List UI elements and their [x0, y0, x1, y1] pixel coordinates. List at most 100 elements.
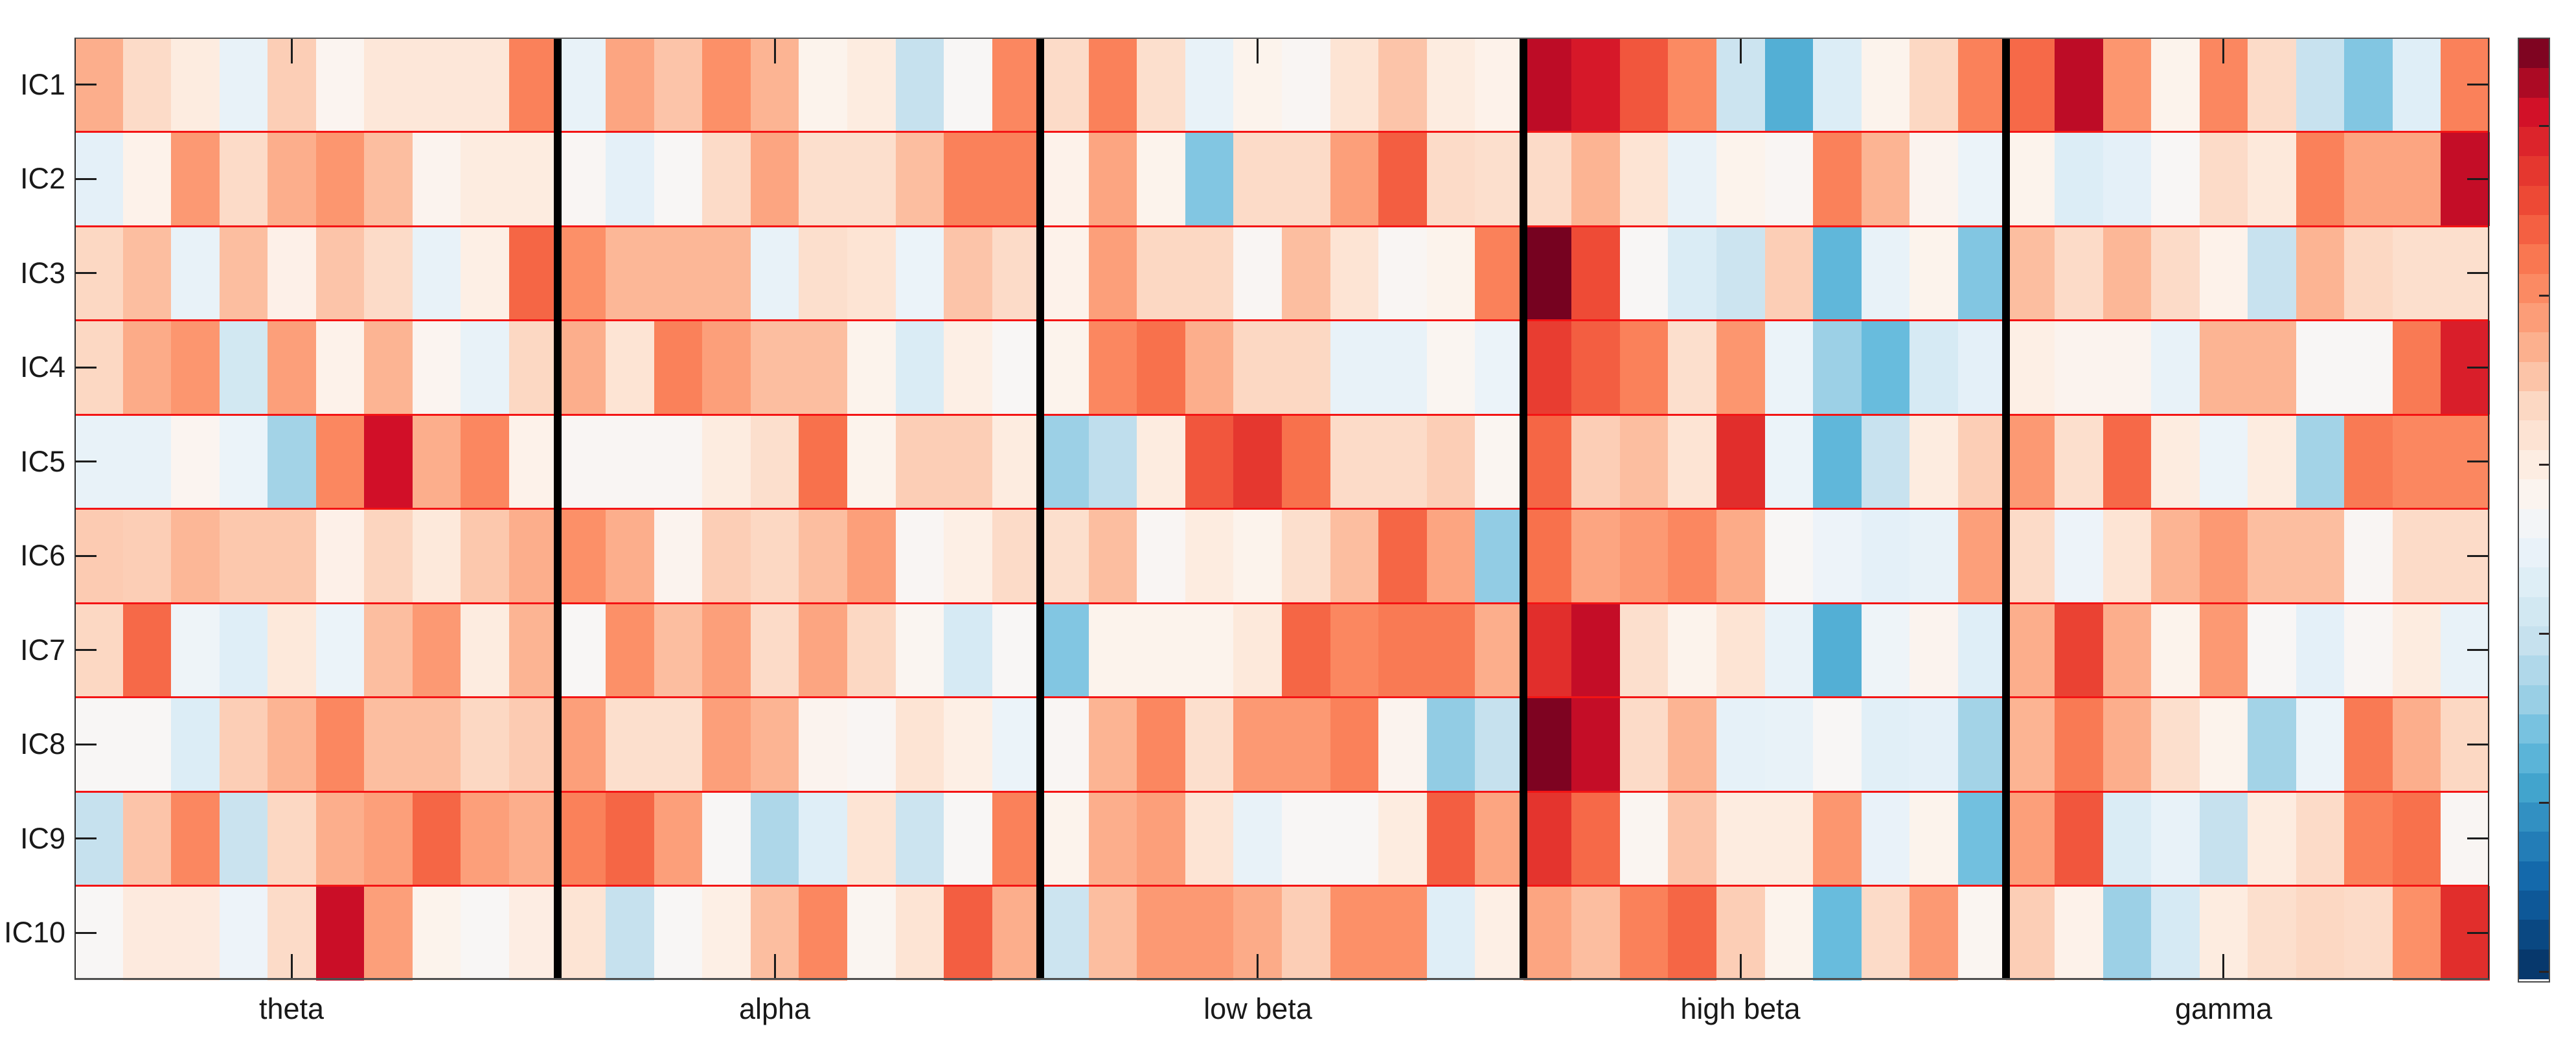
heatmap-cell: [2344, 226, 2393, 321]
heatmap-cell: [750, 226, 800, 321]
heatmap-cell: [1040, 131, 1089, 227]
heatmap-cell: [1330, 415, 1380, 510]
heatmap-cell: [2296, 131, 2345, 227]
heatmap-cell: [750, 320, 800, 415]
heatmap-cell: [1185, 38, 1235, 133]
heatmap-cell: [2054, 131, 2104, 227]
heatmap-cell: [315, 320, 365, 415]
heatmap-cell: [1185, 697, 1235, 792]
x-axis-tick-top: [1257, 38, 1259, 63]
heatmap-cell: [1861, 131, 1911, 227]
heatmap-cell: [1957, 791, 2007, 887]
heatmap-cell: [1813, 508, 1862, 604]
colorbar-tick: [2539, 971, 2549, 973]
heatmap-cell: [1426, 415, 1476, 510]
y-tick-label-ic7: IC7: [19, 633, 65, 666]
heatmap-cell: [1813, 320, 1862, 415]
heatmap-cell: [1764, 697, 1814, 792]
heatmap-cell: [1909, 791, 1959, 887]
heatmap-cell: [1088, 791, 1138, 887]
heatmap-cell: [1813, 603, 1862, 698]
heatmap-cell: [2248, 697, 2297, 792]
heatmap-cell: [364, 320, 413, 415]
heatmap-cell: [2006, 791, 2055, 887]
heatmap-cell: [557, 508, 607, 604]
colorbar-segment: [2519, 273, 2549, 304]
heatmap-cell: [799, 226, 848, 321]
heatmap-cell: [461, 415, 510, 510]
heatmap-cell: [2103, 320, 2152, 415]
heatmap-cell: [1909, 603, 1959, 698]
heatmap-cell: [557, 226, 607, 321]
heatmap-cell: [1040, 885, 1089, 981]
heatmap-cell: [1185, 791, 1235, 887]
heatmap-cell: [1475, 603, 1524, 698]
x-axis-tick-bottom: [2222, 954, 2225, 980]
heatmap-cell: [702, 697, 751, 792]
heatmap-cell: [654, 697, 703, 792]
heatmap-cell: [1088, 226, 1138, 321]
heatmap-cell: [2103, 791, 2152, 887]
colorbar-segment: [2519, 508, 2549, 539]
heatmap-cell: [315, 885, 365, 981]
heatmap-cell: [702, 885, 751, 981]
heatmap-cell: [461, 885, 510, 981]
heatmap-cell: [2199, 603, 2249, 698]
heatmap-cell: [1233, 508, 1282, 604]
heatmap-cell: [1957, 508, 2007, 604]
heatmap-cell: [2151, 508, 2200, 604]
colorbar-segment: [2519, 597, 2549, 627]
heatmap-cell: [1716, 320, 1766, 415]
heatmap-cell: [1668, 791, 1718, 887]
y-axis-tick-right: [2467, 460, 2489, 463]
heatmap-cell: [1426, 508, 1476, 604]
heatmap-cell: [1619, 226, 1669, 321]
heatmap-cell: [1619, 885, 1669, 981]
heatmap-cell: [2392, 38, 2442, 133]
heatmap-cell: [2054, 885, 2104, 981]
colorbar-segment: [2519, 626, 2549, 657]
heatmap-cell: [219, 38, 269, 133]
heatmap-cell: [2344, 697, 2393, 792]
heatmap-cell: [992, 131, 1042, 227]
heatmap-cell: [219, 131, 269, 227]
heatmap-cell: [1619, 791, 1669, 887]
heatmap-cell: [219, 603, 269, 698]
heatmap-cell: [1040, 320, 1089, 415]
row-divider-line: [74, 413, 2489, 416]
heatmap-cell: [992, 508, 1042, 604]
heatmap-cell: [944, 320, 993, 415]
y-axis-tick-right: [2467, 554, 2489, 557]
colorbar-segment: [2519, 420, 2549, 451]
colorbar-segment: [2519, 185, 2549, 216]
heatmap-cell: [2344, 603, 2393, 698]
heatmap-cell: [1861, 791, 1911, 887]
heatmap-cell: [1619, 603, 1669, 698]
heatmap-cell: [268, 131, 317, 227]
heatmap-cell: [122, 885, 172, 981]
heatmap-cell: [364, 508, 413, 604]
y-axis-tick-right: [2467, 649, 2489, 652]
heatmap-cell: [847, 226, 896, 321]
heatmap-cell: [122, 226, 172, 321]
heatmap-cell: [1378, 697, 1428, 792]
y-axis-tick-left: [74, 272, 97, 275]
heatmap-cell: [1764, 603, 1814, 698]
heatmap-cell: [1957, 38, 2007, 133]
colorbar-segment: [2519, 215, 2549, 245]
colorbar-segment: [2519, 773, 2549, 803]
heatmap-cell: [702, 226, 751, 321]
heatmap-cell: [2103, 603, 2152, 698]
heatmap-cell: [412, 320, 462, 415]
heatmap-cell: [557, 791, 607, 887]
heatmap-cell: [847, 131, 896, 227]
heatmap-cell: [606, 320, 655, 415]
plot-area: [74, 38, 2490, 981]
heatmap-cell: [1426, 38, 1476, 133]
heatmap-cell: [1957, 885, 2007, 981]
heatmap-cell: [2054, 697, 2104, 792]
heatmap-cell: [606, 226, 655, 321]
heatmap-cell: [895, 885, 945, 981]
heatmap-cell: [412, 226, 462, 321]
